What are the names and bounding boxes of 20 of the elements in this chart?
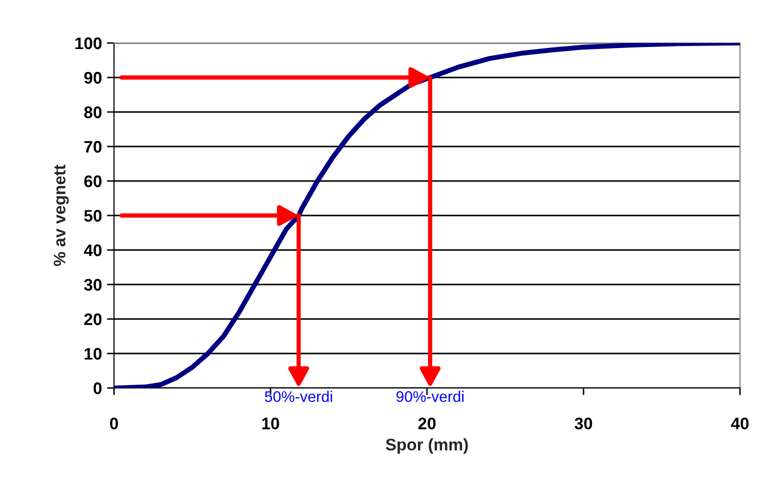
x-tick-label: 0 [110, 418, 118, 430]
annotation: 90%-verdi [396, 390, 464, 402]
x-axis-title: Spor (mm) [386, 438, 468, 454]
y-tick-label: 90 [84, 72, 102, 84]
x-tick-label: 30 [574, 418, 592, 430]
y-tick-label: 70 [84, 140, 102, 153]
y-tick-label: 40 [84, 244, 102, 256]
y-tick-label: 50 [84, 210, 102, 222]
y-tick-label: 30 [84, 278, 102, 291]
x-tick-label: 40 [730, 418, 749, 430]
y-axis-title: % av vegnett [54, 164, 69, 266]
annotation: 50%-verdi [264, 390, 332, 402]
y-tick-label: 0 [94, 382, 102, 394]
y-tick-label: 20 [84, 313, 102, 326]
x-tick-label: 20 [418, 418, 436, 430]
y-tick-label: 10 [84, 348, 102, 360]
x-tick-label: 10 [262, 418, 280, 430]
y-tick-label: 60 [84, 175, 102, 188]
y-tick-label: 100 [75, 37, 102, 50]
y-tick-label: 80 [84, 106, 102, 118]
